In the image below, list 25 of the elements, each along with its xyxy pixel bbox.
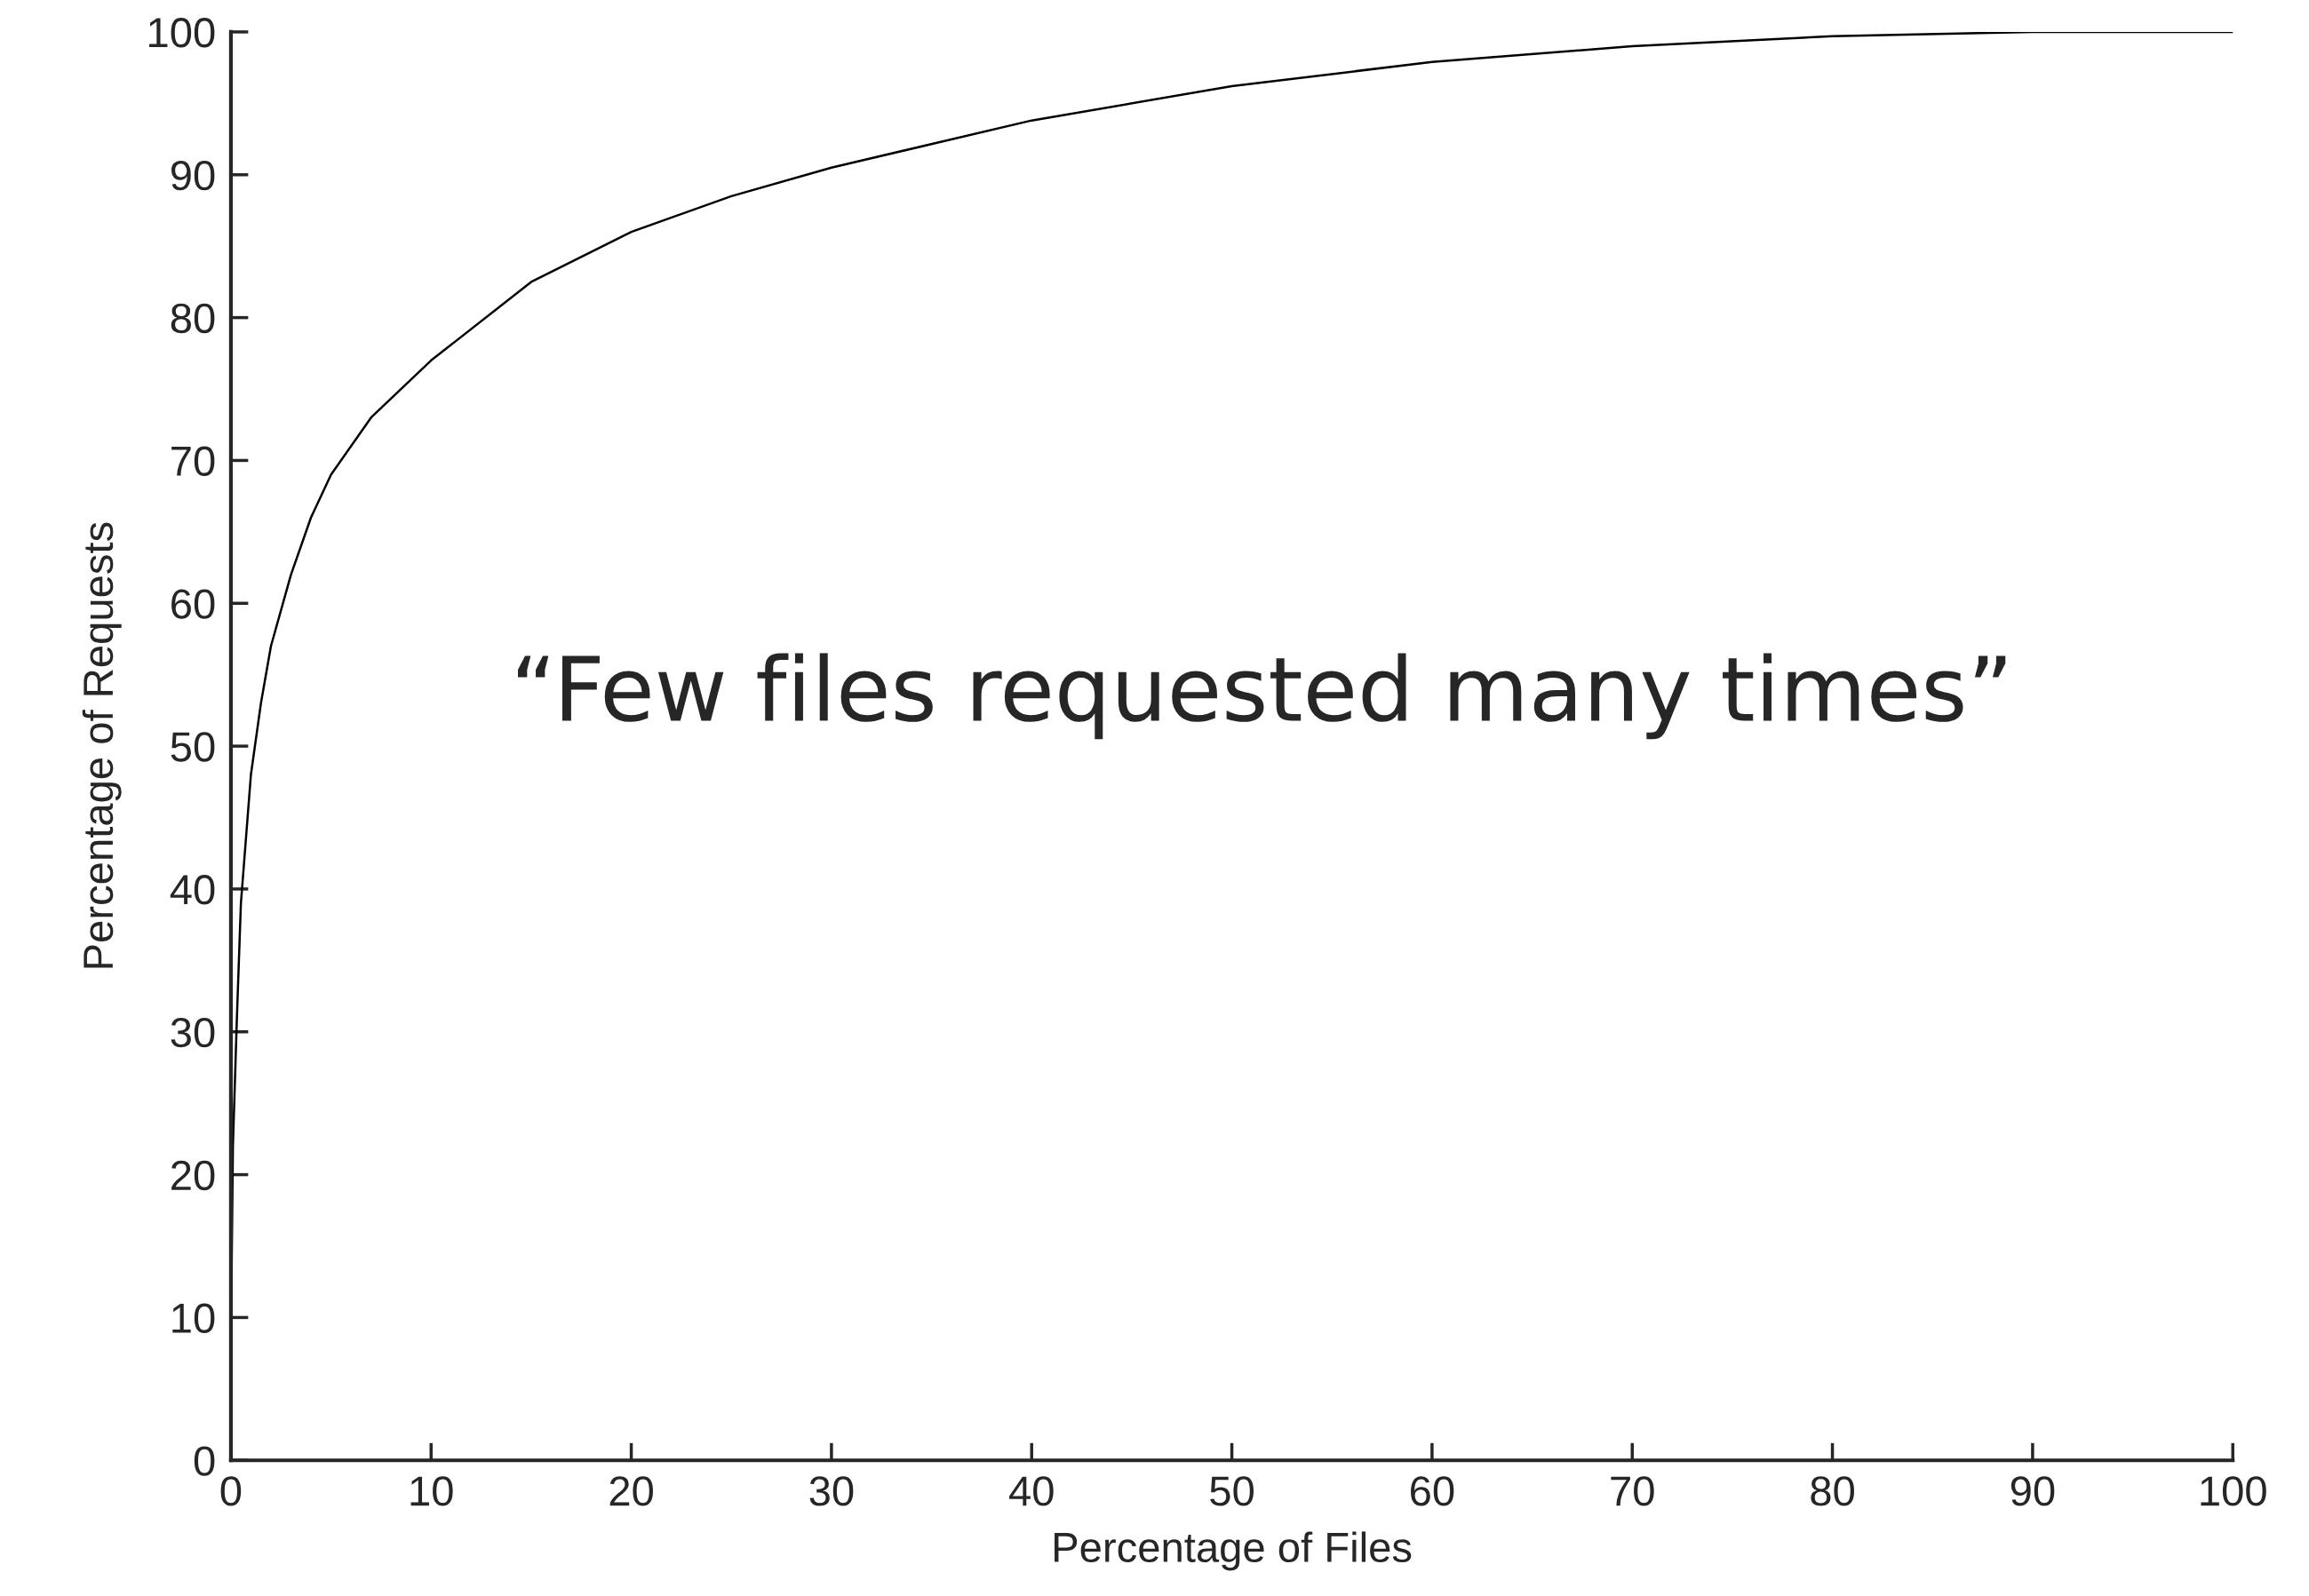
y-tick-label: 30	[171, 1017, 215, 1048]
x-tick-label: 100	[2201, 1476, 2266, 1506]
y-tick-label: 40	[170, 875, 215, 905]
annotation: “Few files requested many times”	[518, 653, 2006, 740]
x-tick-label: 90	[2010, 1476, 2055, 1506]
y-axis-title: Percentage of Requests	[82, 522, 122, 968]
x-tick-label: 0	[220, 1476, 242, 1506]
y-tick-label: 90	[171, 160, 215, 191]
x-tick-label: 70	[1611, 1476, 1654, 1506]
y-tick-label: 10	[172, 1303, 215, 1333]
x-tick-label: 40	[1009, 1476, 1054, 1506]
y-tick-label: 0	[194, 1446, 215, 1476]
y-tick-label: 70	[171, 446, 215, 477]
y-tick-label: 20	[171, 1160, 215, 1191]
x-tick-label: 10	[410, 1476, 453, 1506]
x-tick-label: 50	[1210, 1476, 1254, 1506]
x-axis-title: Percentage of Files	[1055, 1531, 1412, 1571]
x-tick-label: 20	[609, 1476, 653, 1506]
y-tick-label: 100	[149, 18, 215, 48]
y-tick-label: 50	[171, 732, 215, 762]
y-tick-label: 80	[171, 303, 215, 334]
x-tick-label: 30	[809, 1476, 854, 1506]
x-tick-label: 60	[1411, 1476, 1454, 1506]
y-tick-label: 60	[171, 589, 215, 619]
x-tick-label: 80	[1811, 1476, 1854, 1506]
